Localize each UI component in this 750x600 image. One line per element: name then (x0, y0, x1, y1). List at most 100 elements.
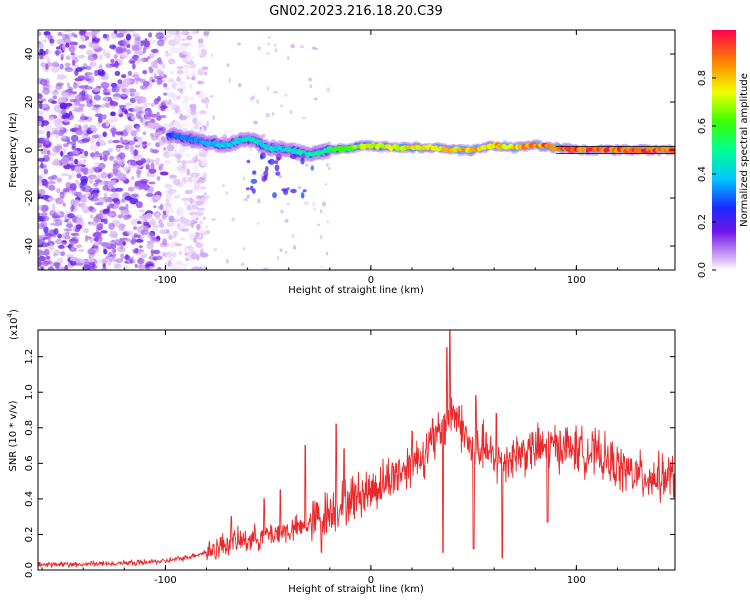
noise-blob (117, 108, 123, 115)
noise-blob (48, 116, 55, 121)
noise-blob (203, 31, 210, 36)
noise-blob (135, 160, 144, 166)
noise-blob (113, 54, 118, 59)
noise-blob (77, 119, 87, 123)
ridge-tail (246, 159, 251, 164)
noise-blob (299, 45, 305, 49)
colorbar-ticks: 0.0 0.2 0.4 0.6 0.8 (697, 70, 716, 278)
noise-blob (202, 172, 208, 180)
noise-blob (75, 83, 79, 88)
noise-blob (171, 240, 177, 248)
noise-blob (175, 109, 179, 113)
noise-blob (308, 77, 312, 82)
noise-blob (61, 33, 65, 40)
snr-dip-point (547, 521, 549, 523)
noise-blob (130, 160, 138, 166)
noise-blob (66, 139, 71, 145)
noise-blob (71, 55, 76, 60)
noise-blob (43, 122, 49, 126)
noise-blob (65, 221, 73, 225)
noise-blob (326, 251, 328, 256)
noise-blob (148, 255, 157, 261)
noise-blob (102, 131, 107, 138)
noise-blob (102, 49, 106, 57)
ridge-tail (300, 157, 305, 165)
noise-blob (78, 248, 85, 253)
noise-blob (80, 35, 86, 42)
snr-peak-point (279, 489, 282, 491)
noise-blob (312, 208, 317, 211)
noise-blob (186, 35, 193, 41)
noise-blob (198, 152, 207, 157)
noise-blob (100, 230, 108, 234)
noise-blob (46, 247, 56, 251)
noise-blob (159, 171, 169, 176)
noise-blob (93, 182, 99, 187)
noise-blob (133, 38, 142, 45)
noise-blob (148, 32, 153, 38)
noise-blob (238, 83, 242, 88)
noise-blob (172, 265, 181, 270)
noise-blob (39, 48, 44, 52)
noise-blob (119, 136, 124, 144)
noise-blob (114, 165, 120, 169)
noise-blob (199, 129, 205, 135)
noise-blob (180, 30, 187, 35)
svg-text:(x104): (x104) (6, 309, 20, 340)
noise-blob (86, 71, 93, 76)
noise-blob (115, 187, 124, 192)
noise-blob (176, 158, 181, 164)
noise-blob (41, 260, 50, 266)
noise-blob (86, 236, 92, 240)
noise-blob (160, 102, 166, 108)
noise-blob (198, 178, 207, 183)
noise-blob (81, 90, 86, 97)
noise-blob (175, 260, 183, 266)
noise-blob (213, 247, 218, 252)
noise-blob (53, 89, 58, 93)
noise-blob (116, 32, 124, 38)
noise-blob (94, 113, 104, 118)
noise-blob (183, 200, 188, 206)
noise-blob (114, 239, 124, 246)
noise-blob (118, 157, 125, 166)
noise-blob (164, 206, 173, 210)
noise-blob (309, 84, 313, 89)
noise-blob (51, 100, 57, 104)
noise-blob (222, 184, 225, 187)
noise-blob (163, 147, 167, 151)
spectrogram-xlabel: Height of straight line (km) (288, 285, 424, 296)
noise-blob (58, 125, 64, 130)
y-tick-label: 0.8 (24, 420, 35, 436)
noise-blob (53, 227, 59, 236)
y-tick-label: 0.2 (24, 526, 35, 542)
snr-multiplier: (x104) (6, 309, 20, 340)
noise-blob (123, 77, 131, 85)
noise-blob (64, 264, 69, 270)
noise-blob (135, 170, 142, 175)
noise-blob (57, 199, 64, 205)
noise-blob (92, 237, 100, 242)
noise-blob (168, 58, 176, 65)
noise-blob (173, 194, 180, 199)
noise-blob (60, 53, 65, 58)
noise-blob (225, 191, 229, 195)
noise-blob (89, 61, 97, 67)
y-tick-label: 0.0 (24, 562, 35, 578)
noise-blob (189, 197, 194, 204)
colorbar-gradient (712, 30, 736, 270)
noise-blob (324, 183, 328, 186)
noise-blob (208, 30, 211, 33)
noise-blob (49, 38, 55, 44)
noise-blob (98, 54, 104, 61)
noise-blob (40, 148, 48, 155)
noise-blob (181, 197, 191, 201)
noise-blob (107, 139, 113, 144)
noise-blob (158, 139, 164, 147)
noise-blob (153, 59, 158, 65)
noise-blob (75, 262, 84, 267)
noise-blob (111, 105, 116, 110)
snr-peak-point (446, 347, 448, 349)
colorbar-tick-label: 0.0 (697, 262, 708, 278)
ridge-tail (250, 185, 254, 191)
